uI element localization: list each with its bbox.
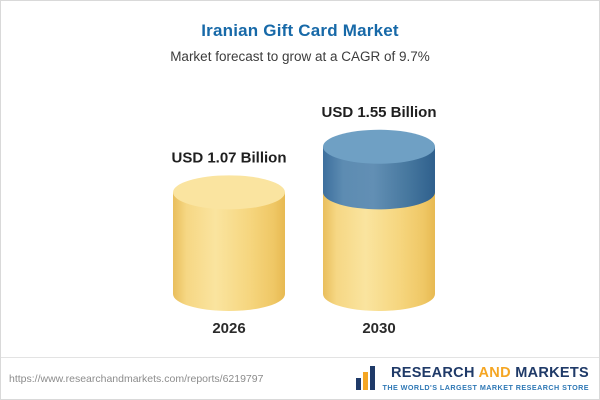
bar-2026-body: [173, 192, 285, 311]
logo-wordmark: RESEARCH AND MARKETS: [391, 365, 589, 382]
bar-2030-growth-body: [323, 146, 435, 210]
bar-2030-base-body: [323, 192, 435, 311]
researchandmarkets-logo: RESEARCH AND MARKETS THE WORLD'S LARGEST…: [356, 365, 589, 392]
logo-text: RESEARCH AND MARKETS THE WORLD'S LARGEST…: [382, 365, 589, 392]
logo-word-and: AND: [478, 365, 511, 382]
logo-word-markets: MARKETS: [515, 365, 589, 382]
category-label-2026: 2026: [212, 320, 245, 337]
report-url[interactable]: https://www.researchandmarkets.com/repor…: [9, 372, 264, 385]
value-label-2030: USD 1.55 Billion: [321, 104, 436, 121]
value-label-2026: USD 1.07 Billion: [171, 149, 286, 166]
logo-word-research: RESEARCH: [390, 365, 475, 382]
page-subtitle: Market forecast to grow at a CAGR of 9.7…: [170, 49, 430, 64]
footer-bar: https://www.researchandmarkets.com/repor…: [1, 357, 599, 399]
bar-2026-top: [173, 175, 285, 210]
page-title: Iranian Gift Card Market: [201, 21, 399, 40]
bar-2030-top: [323, 129, 435, 164]
logo-bars-icon: [356, 366, 376, 391]
category-label-2030: 2030: [362, 320, 395, 337]
logo-tagline: THE WORLD'S LARGEST MARKET RESEARCH STOR…: [382, 382, 589, 392]
